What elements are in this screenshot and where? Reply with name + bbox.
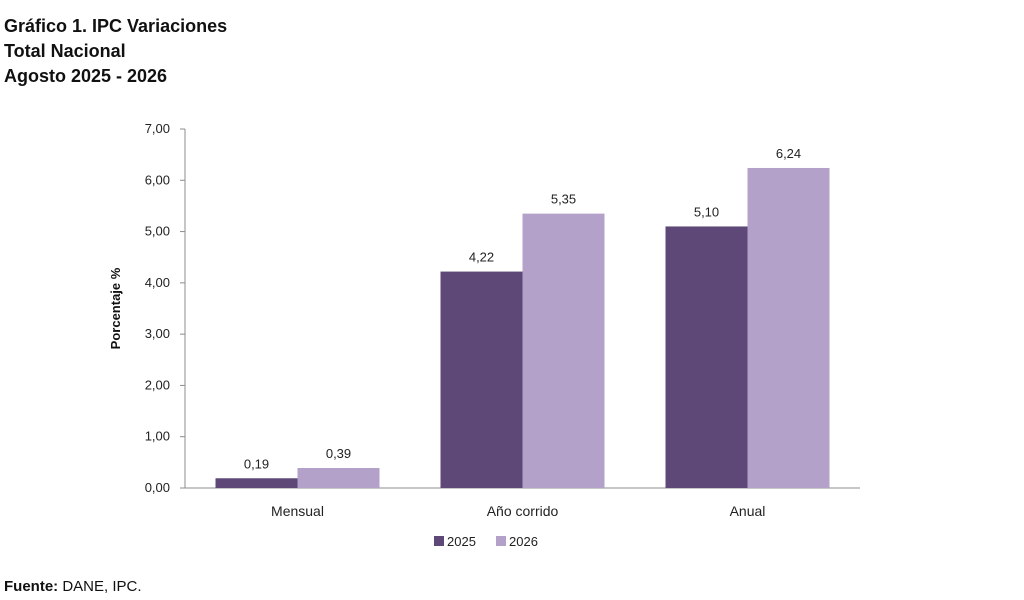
category-label: Año corrido (487, 503, 559, 519)
data-label: 0,39 (326, 446, 351, 461)
data-label: 5,35 (551, 192, 576, 207)
y-tick-label: 6,00 (145, 172, 170, 187)
chart-axes: 0,00 1,00 2,00 3,00 4,00 5,00 6,00 7,00 Porcenta… (108, 121, 860, 495)
data-label: 4,22 (469, 250, 494, 265)
legend-label: 2026 (509, 534, 538, 549)
y-axis-label: Porcentaje % (108, 267, 123, 349)
source-label: Fuente: (4, 578, 59, 595)
y-tick-label: 3,00 (145, 326, 170, 341)
chart-subtitle-region: Total Nacional (4, 41, 126, 61)
chart-bars (215, 167, 830, 488)
source-text: DANE, IPC. (58, 578, 142, 595)
y-tick-label: 2,00 (145, 377, 170, 392)
bar-2025 (665, 226, 748, 488)
y-tick-label: 5,00 (145, 224, 170, 239)
legend-swatch-2026 (496, 536, 506, 546)
y-tick-label: 7,00 (145, 121, 170, 136)
chart-labels: 0,19 0,39 Mensual 4,22 5,35 Año corrido 5,10 6,… (244, 146, 801, 519)
y-tick-label: 1,00 (145, 429, 170, 444)
y-tick-label: 4,00 (145, 275, 170, 290)
source-note: Fuente: DANE, IPC. (4, 578, 142, 595)
bar-2026 (297, 467, 380, 488)
data-label: 5,10 (694, 204, 719, 219)
chart-title: Gráfico 1. IPC Variaciones (4, 16, 228, 36)
category-label: Anual (730, 503, 766, 519)
y-tick-label: 0,00 (145, 480, 170, 495)
category-label: Mensual (271, 503, 324, 519)
legend-label: 2025 (447, 534, 476, 549)
chart-title-block: Gráfico 1. IPC Variaciones Total Naciona… (4, 14, 227, 89)
data-label: 6,24 (776, 146, 801, 161)
bar-2025 (440, 271, 523, 488)
chart-subtitle-period: Agosto 2025 - 2026 (4, 66, 168, 86)
bar-2025 (215, 478, 298, 488)
chart-legend: 2025 2026 (434, 534, 538, 549)
bar-2026 (522, 213, 605, 488)
data-label: 0,19 (244, 456, 269, 471)
bar-2026 (747, 167, 830, 488)
legend-swatch-2025 (434, 536, 444, 546)
